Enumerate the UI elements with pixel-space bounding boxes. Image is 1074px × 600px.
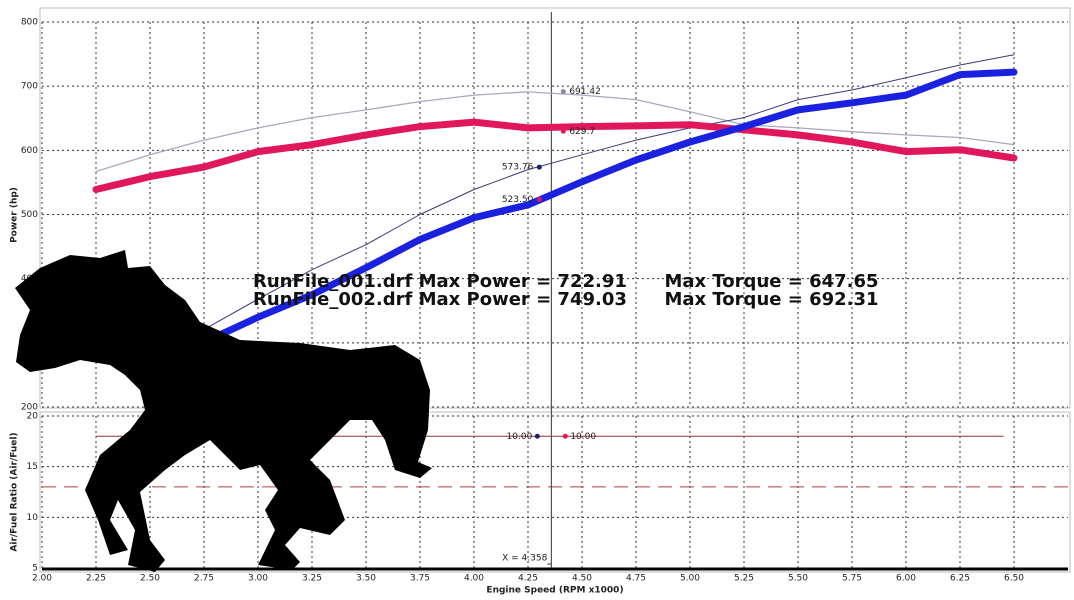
cursor-marker bbox=[562, 433, 568, 439]
y-tick-label: 500 bbox=[21, 210, 38, 220]
x-tick-label: 3.50 bbox=[356, 574, 376, 584]
cursor-marker bbox=[560, 89, 566, 95]
y-tick-label: 800 bbox=[21, 18, 38, 28]
x-tick-label: 4.75 bbox=[626, 574, 646, 584]
horse-silhouette bbox=[15, 250, 432, 572]
cursor-label: X = 4.358 bbox=[502, 554, 547, 564]
readout-label: 10.00 bbox=[570, 432, 596, 442]
x-tick-label: 3.00 bbox=[248, 574, 268, 584]
x-tick-label: 6.50 bbox=[1004, 574, 1024, 584]
x-tick-label: 4.50 bbox=[572, 574, 592, 584]
x-tick-label: 2.00 bbox=[32, 574, 52, 584]
series-line bbox=[200, 68, 1018, 346]
x-tick-label: 5.75 bbox=[842, 574, 862, 584]
x-tick-label: 2.50 bbox=[140, 574, 160, 584]
x-tick-label: 3.25 bbox=[302, 574, 322, 584]
y-tick-label: 20 bbox=[27, 412, 39, 422]
cursor-marker bbox=[560, 128, 566, 134]
x-tick-label: 4.25 bbox=[518, 574, 538, 584]
series-line bbox=[203, 54, 1015, 330]
x-tick-label: 6.25 bbox=[950, 574, 970, 584]
x-tick-label: 5.00 bbox=[680, 574, 700, 584]
y-tick-label: 5 bbox=[32, 564, 38, 574]
y-axis-title: Air/Fuel Ratio (Air/Fuel) bbox=[10, 432, 20, 551]
marker-label: 629.7 bbox=[569, 127, 595, 137]
y-axis-title: Power (hp) bbox=[10, 187, 20, 243]
x-axis-title: Engine Speed (RPM x1000) bbox=[486, 586, 623, 596]
series-line bbox=[92, 118, 1018, 193]
cursor-marker bbox=[534, 433, 540, 439]
annotation: RunFile_002.drf Max Power = 749.03 Max T… bbox=[253, 289, 879, 310]
cursor-marker bbox=[536, 164, 542, 170]
x-tick-label: 4.00 bbox=[464, 574, 484, 584]
y-tick-label: 15 bbox=[27, 462, 38, 472]
x-tick-label: 2.75 bbox=[194, 574, 214, 584]
series-line bbox=[95, 91, 1015, 173]
x-tick-label: 2.25 bbox=[86, 574, 106, 584]
marker-label: 523.50 bbox=[502, 195, 534, 205]
cursor-marker bbox=[536, 196, 542, 202]
x-tick-label: 5.50 bbox=[788, 574, 808, 584]
x-tick-label: 5.25 bbox=[734, 574, 754, 584]
y-tick-label: 700 bbox=[21, 82, 38, 92]
x-tick-label: 6.00 bbox=[896, 574, 916, 584]
marker-label: 691.42 bbox=[569, 87, 601, 97]
y-tick-label: 600 bbox=[21, 146, 38, 156]
readout-label: 10.00 bbox=[507, 432, 533, 442]
annotation: RunFile_001.drf Max Power = 722.91 Max T… bbox=[253, 271, 879, 292]
y-tick-label: 10 bbox=[27, 513, 39, 523]
x-tick-label: 3.75 bbox=[410, 574, 430, 584]
marker-label: 573.76 bbox=[502, 163, 534, 173]
y-tick-label: 200 bbox=[21, 403, 38, 413]
